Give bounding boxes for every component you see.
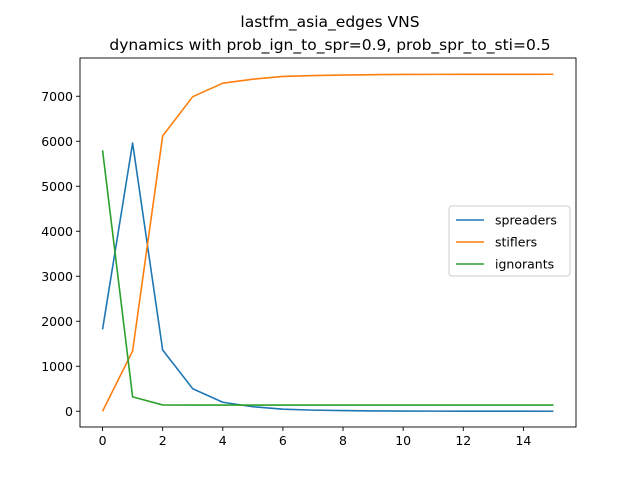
y-tick-label: 1000 — [41, 359, 73, 374]
series-line-stiflers — [101, 73, 554, 412]
y-tick-label: 2000 — [41, 314, 73, 329]
x-tick-label: 12 — [455, 433, 471, 448]
legend: spreaders stiflers ignorants — [448, 205, 571, 277]
series-line-ignorants — [101, 150, 554, 406]
x-tick-label: 10 — [395, 433, 411, 448]
legend-label-stiflers: stiflers — [495, 235, 537, 250]
y-tick-label: 7000 — [41, 89, 73, 104]
x-tick-label: 6 — [279, 433, 287, 448]
legend-label-ignorants: ignorants — [495, 257, 554, 272]
x-tick-label: 4 — [219, 433, 227, 448]
y-tick-label: 0 — [65, 404, 73, 419]
x-tick-label: 8 — [339, 433, 347, 448]
x-tick-label: 0 — [99, 433, 107, 448]
y-tick-label: 6000 — [41, 134, 73, 149]
x-tick-label: 14 — [515, 433, 531, 448]
plot-frame — [79, 57, 577, 428]
axes-layer: 0 2 4 6 8 10 12 14 0 1000 2000 3000 4000 5000 6000 7000 — [41, 57, 577, 448]
chart-subtitle: dynamics with prob_ign_to_spr=0.9, prob_… — [109, 36, 550, 55]
series-line-spreaders — [101, 142, 554, 413]
chart-title: lastfm_asia_edges VNS — [240, 13, 419, 32]
y-tick-label: 5000 — [41, 179, 73, 194]
series-layer — [101, 73, 554, 413]
legend-label-spreaders: spreaders — [495, 213, 557, 228]
y-tick-label: 3000 — [41, 269, 73, 284]
legend-box — [448, 205, 571, 277]
y-tick-label: 4000 — [41, 224, 73, 239]
x-tick-label: 2 — [159, 433, 167, 448]
